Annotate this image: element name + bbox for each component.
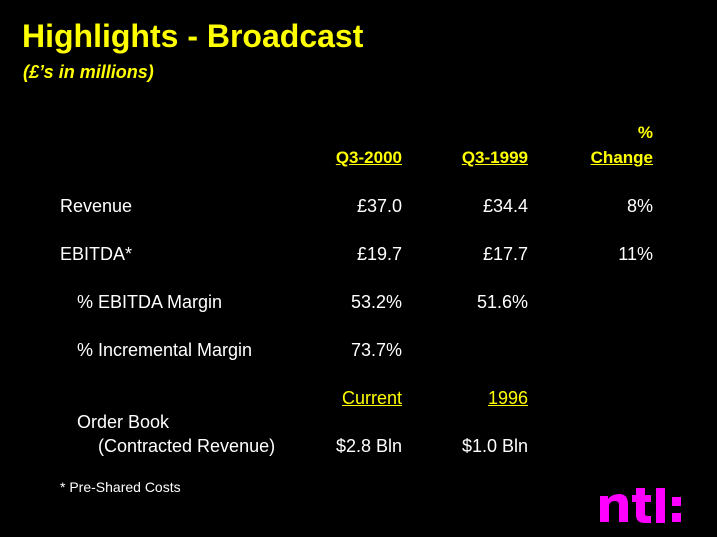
column-header-q3-1999: Q3-1999 <box>461 148 528 167</box>
row-label-ebitda-margin: % EBITDA Margin <box>77 292 223 312</box>
cell-ebitda-q3-2000: £19.7 <box>356 244 402 264</box>
page-title: Highlights - Broadcast <box>22 18 364 54</box>
cell-ebitda-q3-1999: £17.7 <box>482 244 528 264</box>
cell-revenue-change: 8% <box>626 196 653 216</box>
column-header-change-percent: % <box>637 123 653 142</box>
row-label-contracted-revenue: (Contracted Revenue) <box>98 436 276 456</box>
column-header-current: Current <box>341 388 402 408</box>
cell-order-book-current: $2.8 Bln <box>335 436 402 456</box>
column-header-change: Change <box>590 148 653 167</box>
row-label-revenue: Revenue <box>60 196 133 216</box>
page-subtitle: (£’s in millions) <box>23 62 154 82</box>
cell-ebitda-margin-q3-1999: 51.6% <box>476 292 528 312</box>
cell-revenue-q3-2000: £37.0 <box>356 196 402 216</box>
column-header-1996: 1996 <box>487 388 528 408</box>
ntl-logo <box>598 488 700 529</box>
row-label-ebitda: EBITDA* <box>60 244 133 264</box>
cell-order-book-1996: $1.0 Bln <box>461 436 528 456</box>
column-header-q3-2000: Q3-2000 <box>335 148 402 167</box>
row-label-order-book: Order Book <box>77 412 170 432</box>
row-label-incremental-margin: % Incremental Margin <box>77 340 253 360</box>
cell-ebitda-margin-q3-2000: 53.2% <box>350 292 402 312</box>
cell-incremental-margin-q3-2000: 73.7% <box>350 340 402 360</box>
footnote: * Pre-Shared Costs <box>60 479 181 495</box>
cell-revenue-q3-1999: £34.4 <box>482 196 528 216</box>
cell-ebitda-change: 11% <box>618 244 653 264</box>
